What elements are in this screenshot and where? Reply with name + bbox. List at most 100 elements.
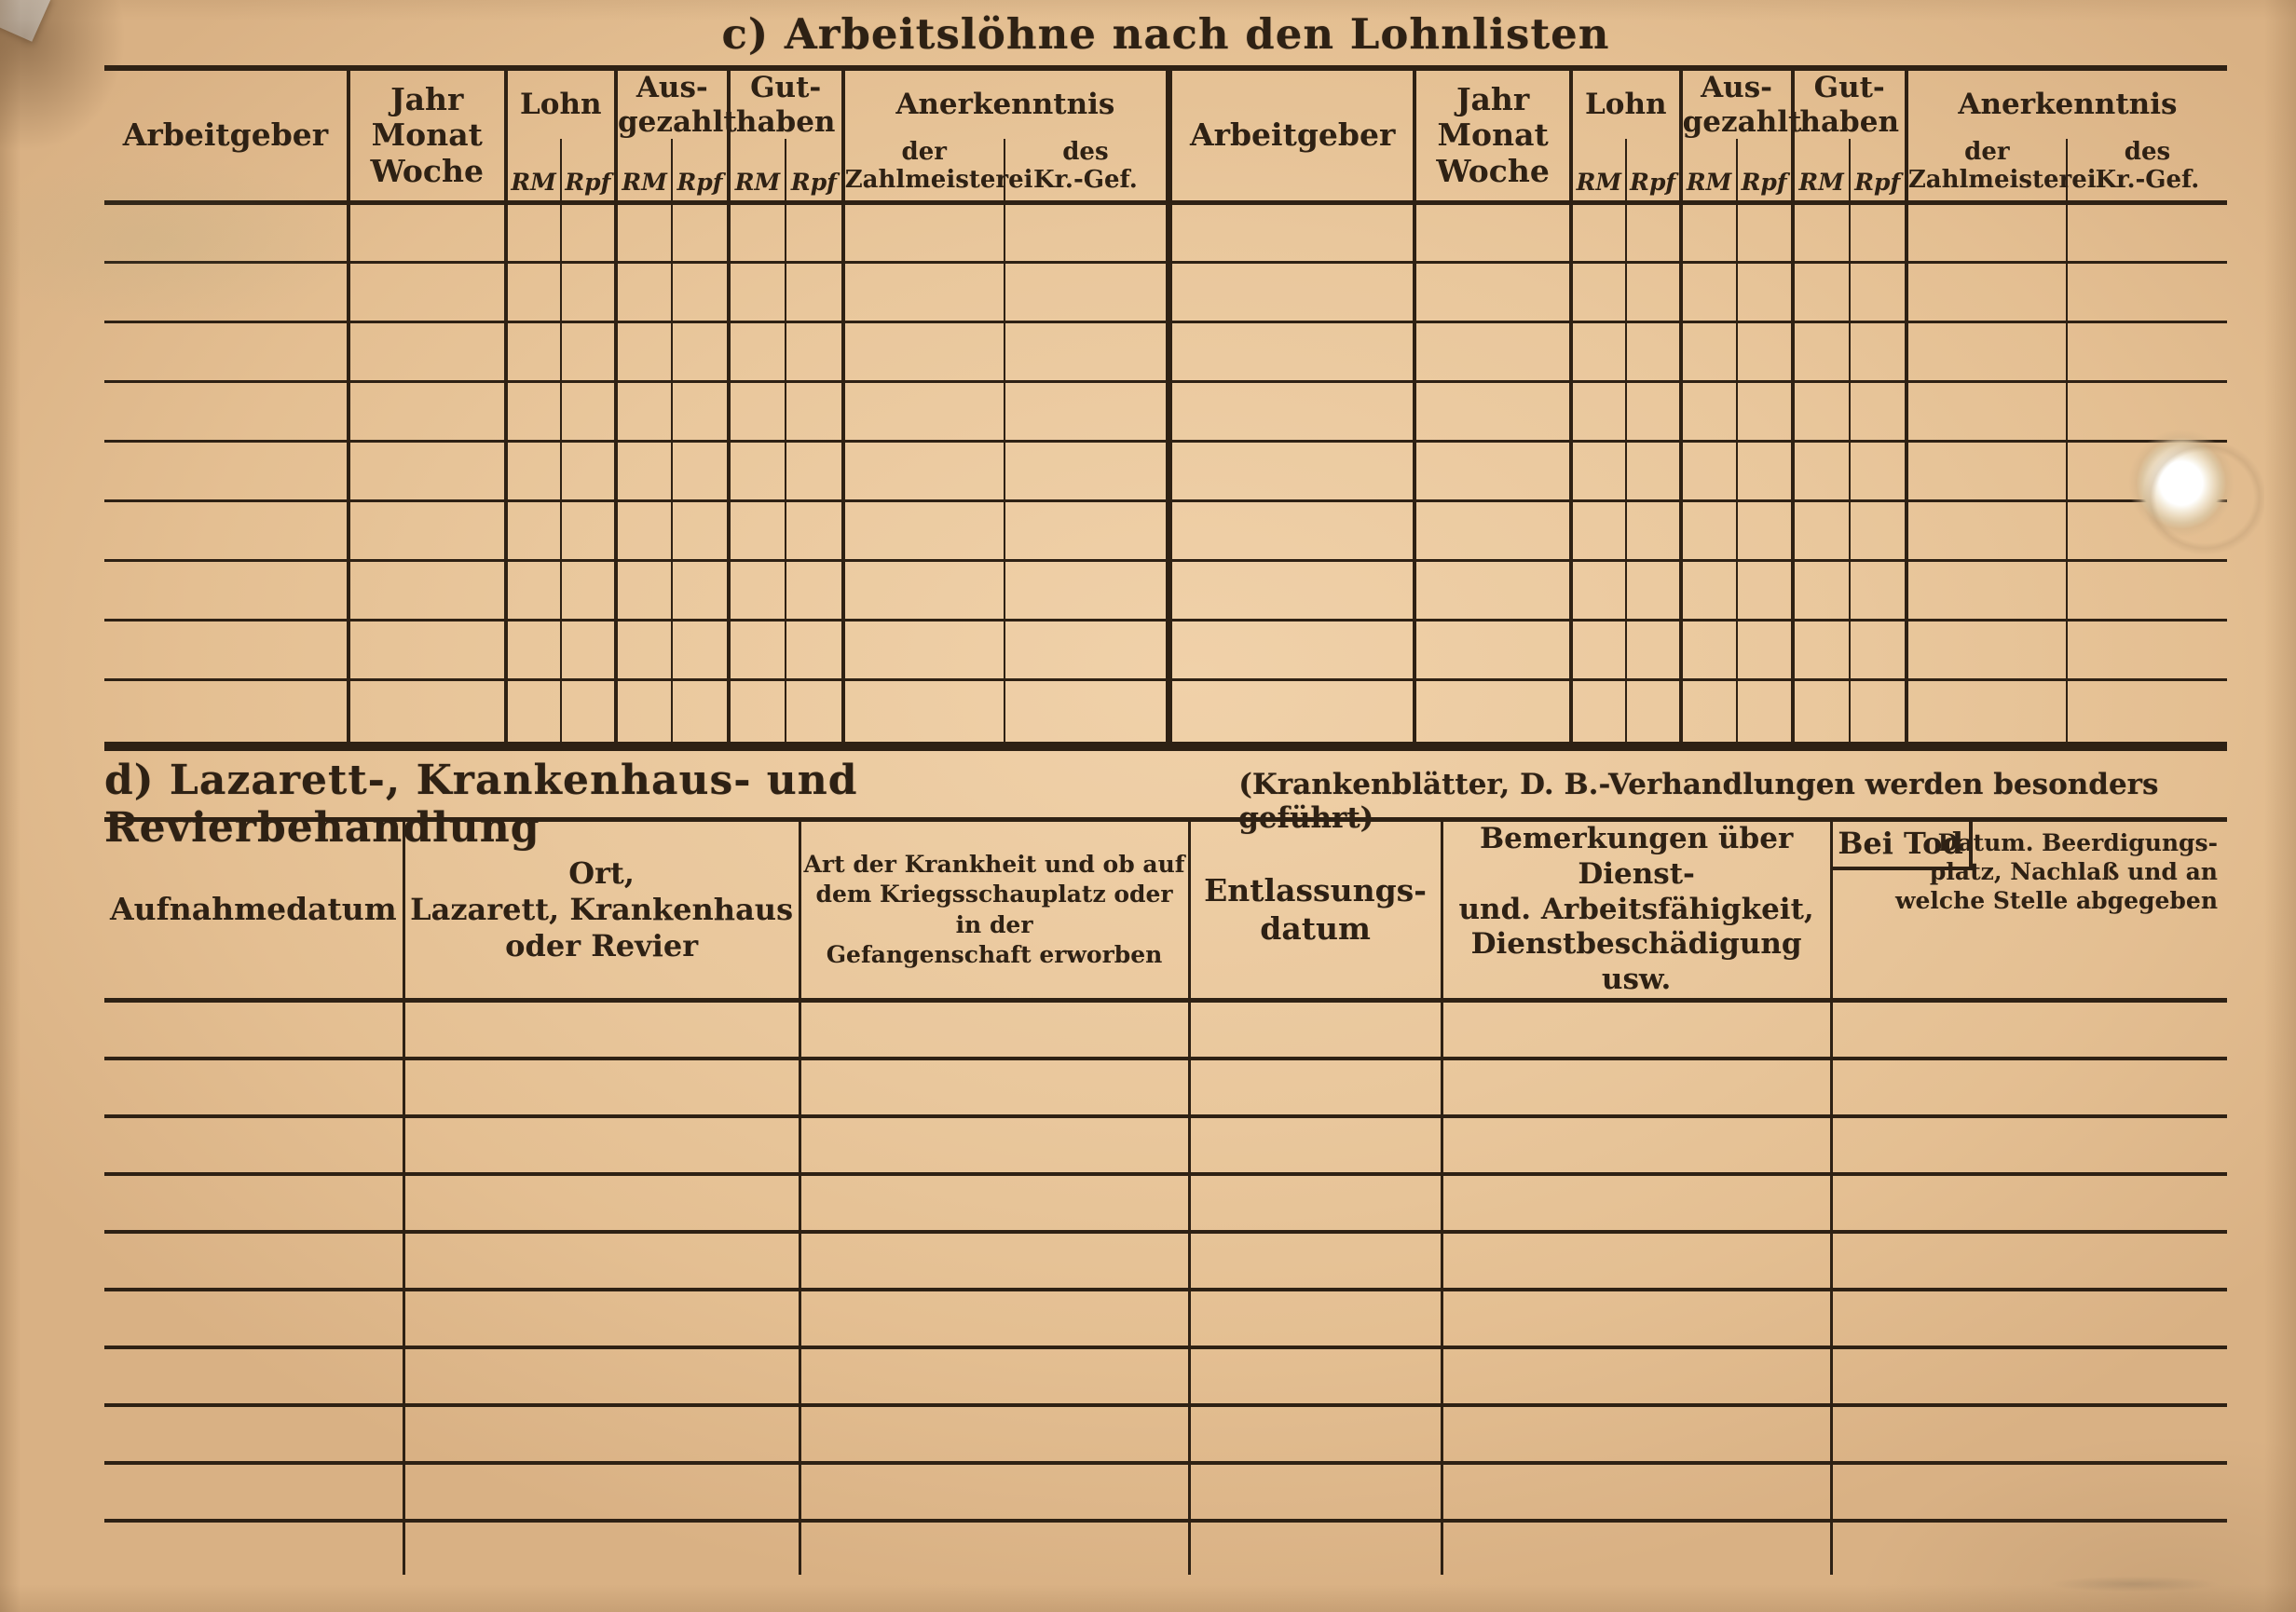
subcol-rpf: Rpf bbox=[1848, 139, 1906, 205]
wage-cell bbox=[1172, 560, 1415, 622]
wage-cell bbox=[104, 262, 348, 323]
wage-cell bbox=[613, 679, 673, 751]
wage-cell bbox=[1568, 262, 1626, 323]
wage-cell bbox=[104, 500, 348, 562]
bei-tod-note-line: welche Stelle abgegeben bbox=[1894, 887, 2218, 914]
wage-cell bbox=[1790, 262, 1850, 323]
wage-cell bbox=[104, 620, 348, 681]
torn-corner bbox=[0, 0, 52, 42]
col-header-ausgezahlt: Aus- gezahlt bbox=[613, 71, 737, 140]
wage-cell bbox=[1003, 500, 1166, 562]
wage-cell bbox=[1413, 679, 1571, 751]
treatment-cell bbox=[798, 1173, 1190, 1234]
wage-cell bbox=[1790, 441, 1850, 502]
wage-cell bbox=[726, 560, 786, 622]
wage-cell bbox=[613, 500, 673, 562]
wage-cell bbox=[1904, 202, 2067, 264]
col-header-ort-lazarett: Ort, Lazarett, Krankenhaus oder Revier bbox=[402, 822, 800, 1004]
treatment-cell bbox=[1187, 1346, 1442, 1407]
col-header-guthaben: Gut- haben bbox=[1790, 71, 1906, 140]
wage-cell bbox=[1624, 620, 1681, 681]
wage-cell bbox=[840, 202, 1004, 264]
wage-cell bbox=[2065, 620, 2227, 681]
wage-cell bbox=[613, 620, 673, 681]
treatment-cell bbox=[1440, 1520, 1832, 1575]
wage-cell bbox=[346, 202, 506, 264]
wage-cell bbox=[785, 262, 843, 323]
wage-cell bbox=[1003, 679, 1166, 751]
wage-cell bbox=[1848, 560, 1906, 622]
wage-cell bbox=[1413, 202, 1571, 264]
wage-cell bbox=[1790, 202, 1850, 264]
wage-cell bbox=[1172, 679, 1414, 750]
wage-cell bbox=[613, 262, 673, 323]
wage-cell bbox=[1678, 620, 1737, 681]
wage-cell bbox=[503, 500, 561, 562]
wage-cell bbox=[1735, 262, 1793, 323]
wage-cell bbox=[1790, 321, 1850, 383]
wage-cell bbox=[1003, 321, 1166, 383]
wage-cell bbox=[1003, 262, 1166, 323]
wage-cell bbox=[1624, 381, 1681, 443]
wage-cell bbox=[2065, 262, 2227, 323]
treatment-cell bbox=[798, 1404, 1190, 1465]
wage-cell bbox=[1172, 500, 1415, 562]
wage-cell bbox=[1735, 679, 1793, 751]
wage-cell bbox=[1678, 500, 1737, 562]
treatment-cell bbox=[1187, 1404, 1442, 1465]
treatment-cell bbox=[104, 1000, 404, 1060]
wage-cell bbox=[503, 262, 561, 323]
wage-cell bbox=[726, 202, 786, 264]
wage-cell bbox=[104, 321, 348, 383]
treatment-cell bbox=[1829, 1346, 2227, 1407]
wage-cell bbox=[1848, 381, 1906, 443]
wage-cell bbox=[785, 202, 843, 264]
wage-cell bbox=[2065, 679, 2227, 751]
treatment-cell bbox=[1187, 1231, 1442, 1291]
wage-cell bbox=[346, 381, 506, 443]
treatment-cell bbox=[402, 1346, 800, 1407]
wage-cell bbox=[1735, 620, 1793, 681]
wage-cell bbox=[1735, 560, 1793, 622]
treatment-cell bbox=[1187, 1462, 1442, 1523]
wage-cell bbox=[840, 620, 1004, 681]
subcol-rpf: Rpf bbox=[559, 139, 616, 205]
wage-cell bbox=[1624, 560, 1681, 622]
treatment-cell bbox=[798, 1289, 1190, 1349]
wage-cell bbox=[1848, 262, 1906, 323]
treatment-cell bbox=[402, 1115, 800, 1176]
wage-cell bbox=[1678, 202, 1737, 264]
wage-cell bbox=[503, 441, 561, 502]
treatment-cell bbox=[798, 1115, 1190, 1176]
treatment-cell bbox=[798, 1346, 1190, 1407]
wage-cell bbox=[346, 441, 506, 502]
treatment-cell bbox=[1187, 1520, 1442, 1575]
wage-cell bbox=[1568, 321, 1626, 383]
wage-cell bbox=[726, 620, 786, 681]
wage-cell bbox=[104, 202, 348, 264]
col-header-ausgezahlt: Aus- gezahlt bbox=[1678, 71, 1802, 140]
wage-cell bbox=[1624, 441, 1681, 502]
wage-cell bbox=[1413, 560, 1571, 622]
treatment-table: Aufnahmedatum Ort, Lazarett, Krankenhaus… bbox=[104, 817, 2227, 1575]
col-header-entlassungsdatum: Entlassungs- datum bbox=[1187, 822, 1442, 1004]
wage-cell bbox=[346, 679, 506, 751]
treatment-cell bbox=[1440, 1231, 1832, 1291]
wage-cell bbox=[840, 441, 1004, 502]
bei-tod-note-line: platz, Nachlaß und an bbox=[1929, 858, 2218, 885]
treatment-cell bbox=[798, 1462, 1190, 1523]
wage-cell bbox=[1003, 441, 1166, 502]
wage-cell bbox=[1735, 441, 1793, 502]
col-header-guthaben: Gut- haben bbox=[726, 71, 843, 140]
treatment-cell bbox=[1829, 1000, 2227, 1060]
wage-cell bbox=[726, 441, 786, 502]
subcol-zahlmeisterei: der Zahlmeisterei bbox=[840, 138, 1033, 205]
wage-cell bbox=[2065, 321, 2227, 383]
wage-cell bbox=[1568, 202, 1626, 264]
wage-cell bbox=[1904, 560, 2067, 622]
wage-cell bbox=[1003, 202, 1166, 264]
col-header-lohn: Lohn bbox=[503, 71, 616, 140]
wage-cell bbox=[559, 560, 616, 622]
treatment-cell bbox=[104, 1173, 404, 1234]
wage-cell bbox=[1172, 441, 1415, 502]
